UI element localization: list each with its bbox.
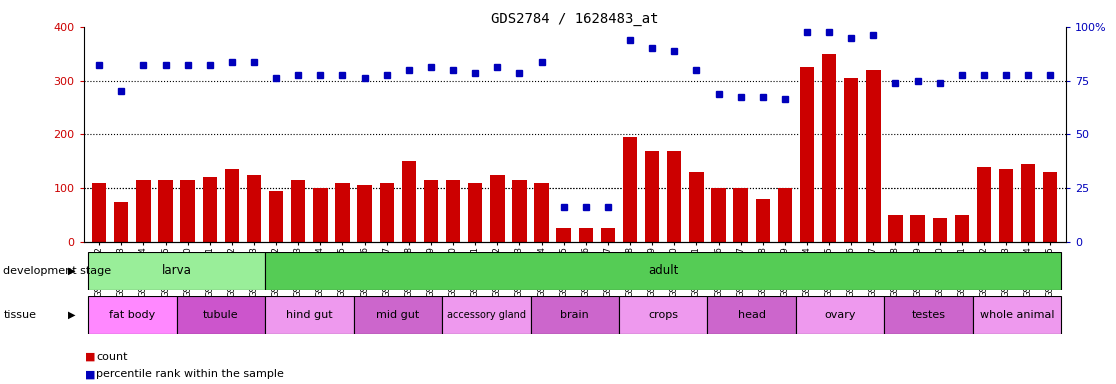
Text: brain: brain xyxy=(560,310,589,320)
Bar xyxy=(88,296,176,334)
Bar xyxy=(354,296,442,334)
Bar xyxy=(619,296,708,334)
Bar xyxy=(335,183,349,242)
Bar xyxy=(92,183,106,242)
Bar xyxy=(578,228,593,242)
Text: ovary: ovary xyxy=(825,310,856,320)
Text: head: head xyxy=(738,310,766,320)
Bar xyxy=(557,228,571,242)
Bar xyxy=(158,180,173,242)
Text: ■: ■ xyxy=(85,352,95,362)
Bar xyxy=(314,188,328,242)
Text: development stage: development stage xyxy=(3,266,112,276)
Bar xyxy=(379,183,394,242)
Bar xyxy=(181,180,195,242)
Bar xyxy=(269,191,283,242)
Bar xyxy=(468,183,482,242)
Bar xyxy=(266,252,1061,290)
Bar xyxy=(667,151,682,242)
Text: whole animal: whole animal xyxy=(980,310,1055,320)
Bar xyxy=(600,228,615,242)
Bar xyxy=(266,296,354,334)
Text: count: count xyxy=(96,352,127,362)
Bar xyxy=(623,137,637,242)
Text: testes: testes xyxy=(912,310,945,320)
Bar xyxy=(402,161,416,242)
Bar xyxy=(291,180,306,242)
Bar xyxy=(203,177,217,242)
Bar xyxy=(1021,164,1036,242)
Bar xyxy=(733,188,748,242)
Bar xyxy=(535,183,549,242)
Bar xyxy=(357,185,372,242)
Bar xyxy=(176,296,266,334)
Text: percentile rank within the sample: percentile rank within the sample xyxy=(96,369,283,379)
Text: hind gut: hind gut xyxy=(286,310,333,320)
Bar xyxy=(973,296,1061,334)
Bar xyxy=(844,78,858,242)
Bar xyxy=(446,180,460,242)
Bar xyxy=(911,215,925,242)
Bar xyxy=(136,180,151,242)
Bar xyxy=(976,167,991,242)
Bar xyxy=(424,180,439,242)
Text: mid gut: mid gut xyxy=(376,310,420,320)
Bar xyxy=(821,54,836,242)
Text: larva: larva xyxy=(162,264,192,277)
Bar xyxy=(796,296,884,334)
Bar xyxy=(708,296,796,334)
Bar xyxy=(224,169,239,242)
Text: ▶: ▶ xyxy=(68,266,76,276)
Text: ■: ■ xyxy=(85,369,95,379)
Text: tubule: tubule xyxy=(203,310,239,320)
Bar xyxy=(645,151,660,242)
Title: GDS2784 / 1628483_at: GDS2784 / 1628483_at xyxy=(491,12,658,26)
Text: tissue: tissue xyxy=(3,310,37,320)
Bar xyxy=(490,175,504,242)
Bar xyxy=(800,67,815,242)
Bar xyxy=(778,188,792,242)
Bar xyxy=(756,199,770,242)
Bar xyxy=(954,215,969,242)
Text: accessory gland: accessory gland xyxy=(446,310,526,320)
Bar xyxy=(530,296,619,334)
Bar xyxy=(512,180,527,242)
Bar xyxy=(884,296,973,334)
Text: fat body: fat body xyxy=(109,310,155,320)
Text: ▶: ▶ xyxy=(68,310,76,320)
Bar xyxy=(690,172,703,242)
Bar xyxy=(711,188,725,242)
Bar xyxy=(1043,172,1058,242)
Text: crops: crops xyxy=(648,310,679,320)
Bar xyxy=(442,296,530,334)
Bar xyxy=(999,169,1013,242)
Text: adult: adult xyxy=(648,264,679,277)
Bar xyxy=(888,215,903,242)
Bar xyxy=(866,70,881,242)
Bar xyxy=(933,218,946,242)
Bar xyxy=(88,252,266,290)
Bar xyxy=(114,202,128,242)
Bar xyxy=(247,175,261,242)
